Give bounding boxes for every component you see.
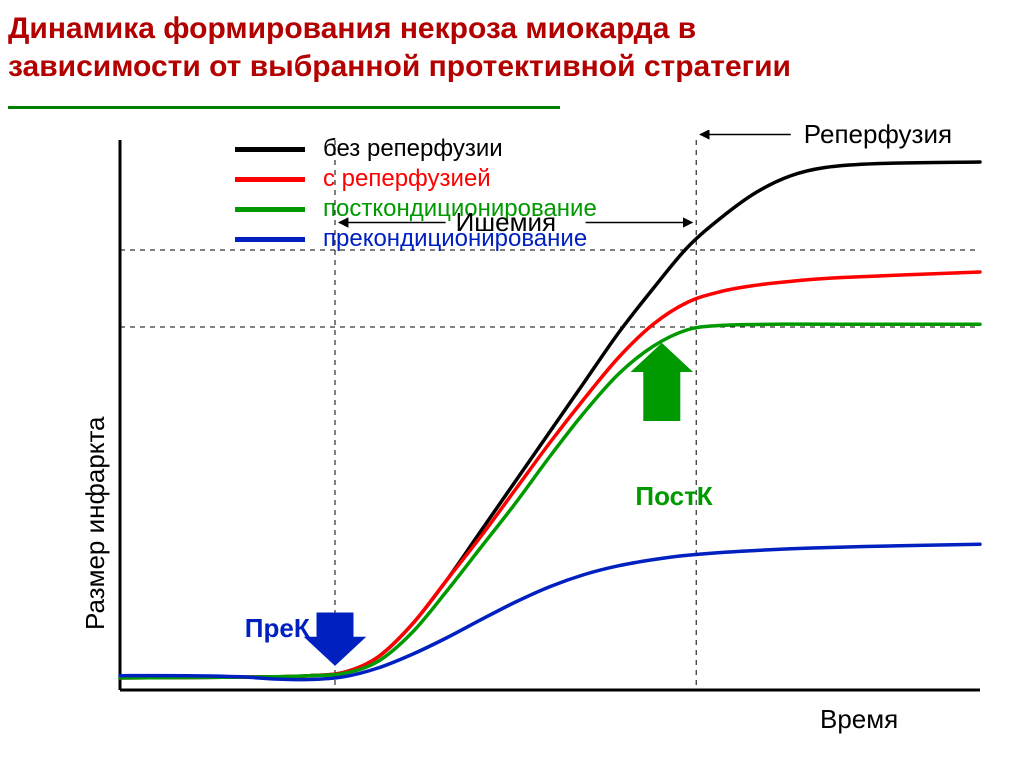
legend-swatch [235, 177, 305, 182]
legend-label: с реперфузией [323, 165, 491, 193]
chart-title: Динамика формирования некроза миокарда в… [8, 10, 908, 85]
page-root: Динамика формирования некроза миокарда в… [0, 0, 1024, 767]
legend-swatch [235, 207, 305, 212]
legend-swatch [235, 237, 305, 242]
legend-item-no_reperfusion: без реперфузии [235, 134, 597, 164]
postk-label: ПостК [635, 481, 712, 512]
title-line-1: Динамика формирования некроза миокарда в [8, 12, 696, 45]
title-underline [8, 106, 560, 109]
reperfusion-label: Реперфузия [804, 119, 952, 150]
legend-swatch [235, 147, 305, 152]
y-axis-label: Размер инфаркта [80, 416, 111, 630]
ischemia-label: Ишемия [456, 207, 556, 238]
title-line-2: зависимости от выбранной протективной ст… [8, 50, 791, 83]
legend-label: без реперфузии [323, 135, 503, 163]
x-axis-label: Время [820, 704, 898, 735]
chart-container: без реперфузиис реперфузиейпосткондицион… [40, 130, 1000, 750]
prek-label: ПреК [245, 613, 310, 644]
legend-item-with_reperfusion: с реперфузией [235, 164, 597, 194]
